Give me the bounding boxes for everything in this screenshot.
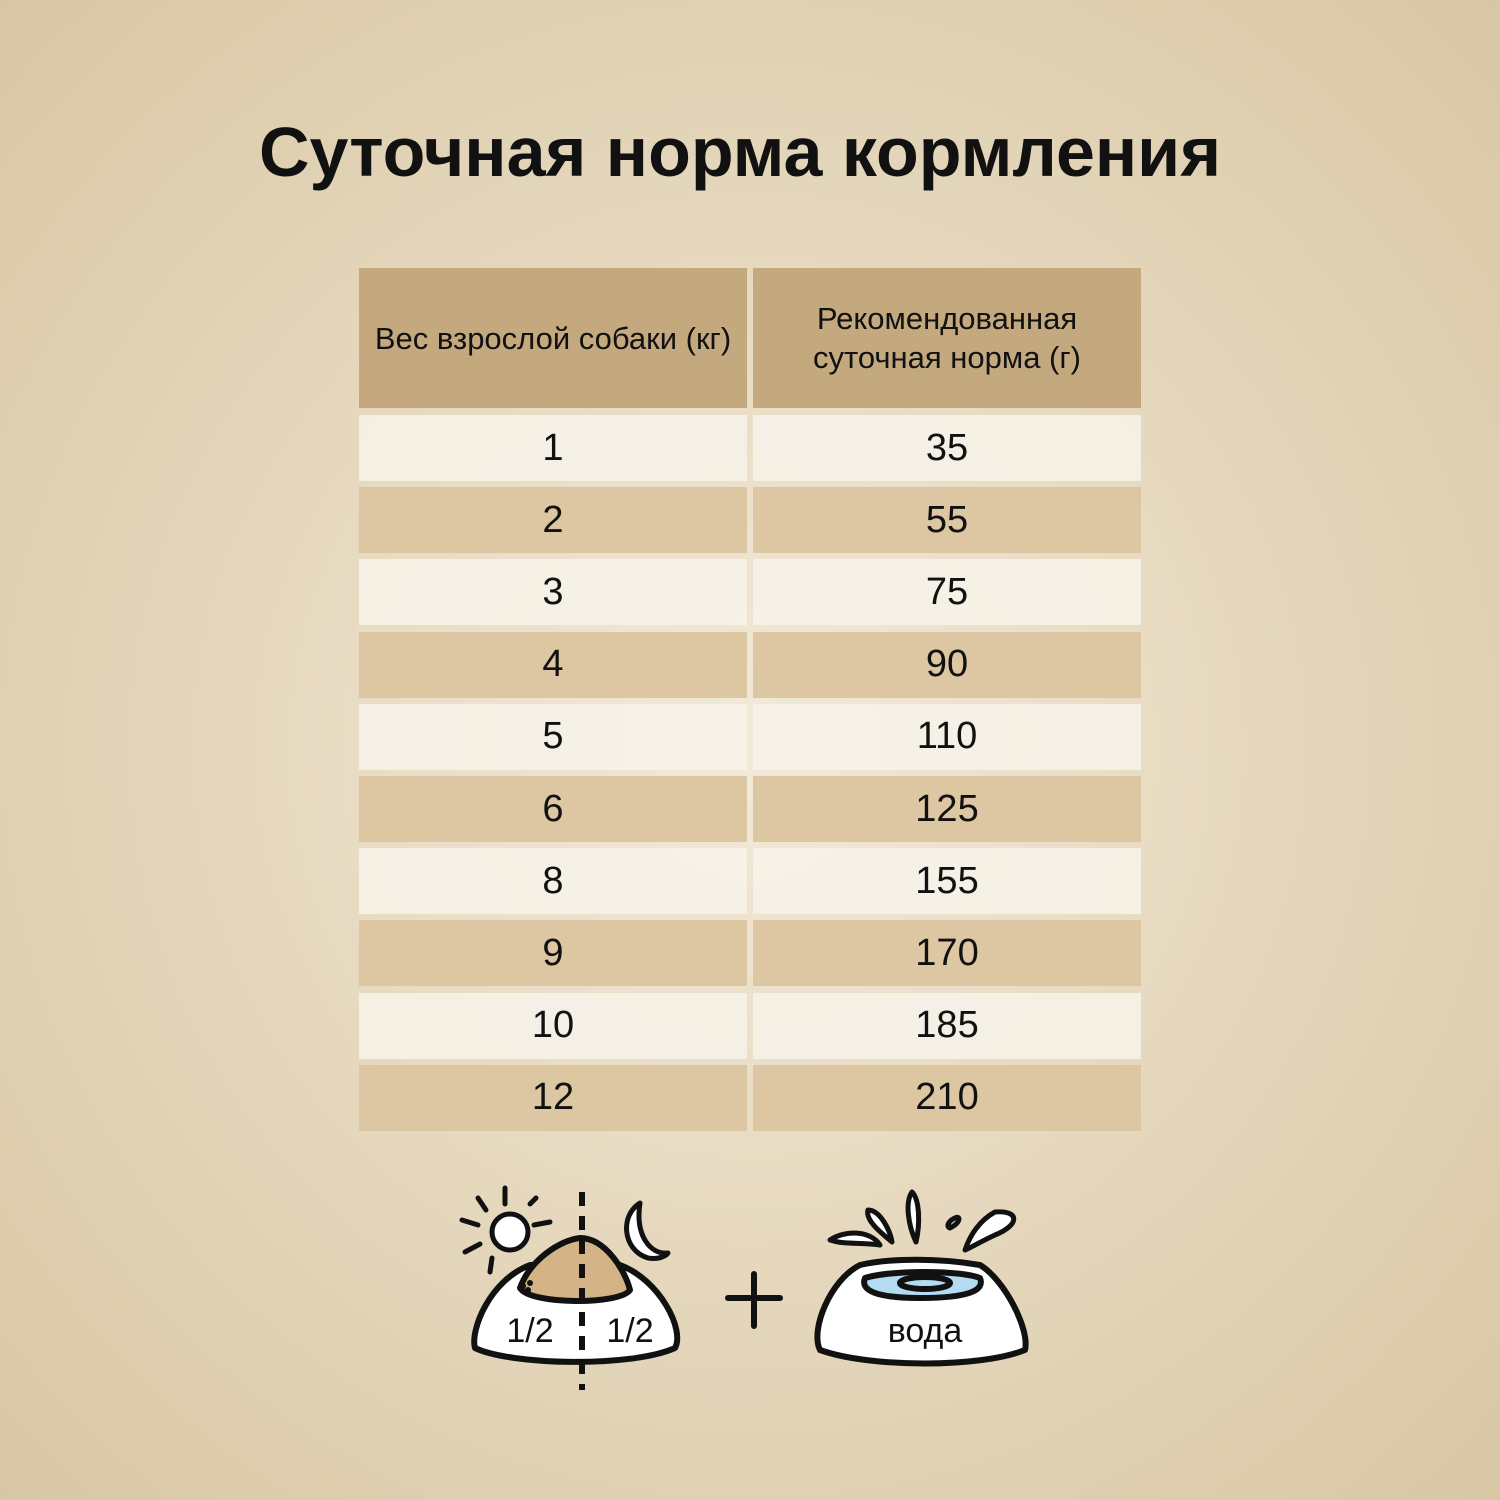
cell-norm: 75 <box>753 559 1141 626</box>
cell-weight: 3 <box>359 559 747 626</box>
water-bowl-icon <box>814 1256 1029 1367</box>
water-label: вода <box>888 1312 963 1350</box>
plus-icon <box>725 1271 783 1329</box>
cell-norm: 155 <box>753 848 1141 915</box>
cell-weight: 6 <box>359 776 747 842</box>
header-norm: Рекомендованная суточная норма (г) <box>753 268 1141 408</box>
food-bowl-icon <box>471 1192 681 1390</box>
cell-weight: 5 <box>359 703 747 770</box>
cell-norm: 210 <box>753 1064 1141 1131</box>
cell-norm: 110 <box>753 703 1141 770</box>
sun-icon <box>459 1185 553 1275</box>
header-weight: Вес взрослой собаки (кг) <box>359 268 747 408</box>
page-title: Суточная норма кормления <box>258 113 1222 191</box>
cell-norm: 55 <box>753 487 1141 554</box>
moon-icon <box>624 1200 671 1261</box>
cell-weight: 9 <box>359 920 747 987</box>
cell-weight: 8 <box>359 848 747 915</box>
feeding-illustration: 1/2 1/2 вода <box>450 1180 1050 1405</box>
cell-weight: 10 <box>359 992 747 1059</box>
half-right-label: 1/2 <box>606 1312 653 1350</box>
cell-weight: 12 <box>359 1064 747 1131</box>
water-splash-icon <box>827 1189 1017 1253</box>
cell-norm: 185 <box>753 992 1141 1059</box>
cell-weight: 4 <box>359 631 747 698</box>
cell-norm: 35 <box>753 415 1141 481</box>
cell-weight: 1 <box>359 415 747 481</box>
cell-norm: 125 <box>753 776 1141 842</box>
cell-norm: 170 <box>753 920 1141 987</box>
half-left-label: 1/2 <box>506 1312 553 1350</box>
cell-norm: 90 <box>753 631 1141 698</box>
cell-weight: 2 <box>359 487 747 554</box>
